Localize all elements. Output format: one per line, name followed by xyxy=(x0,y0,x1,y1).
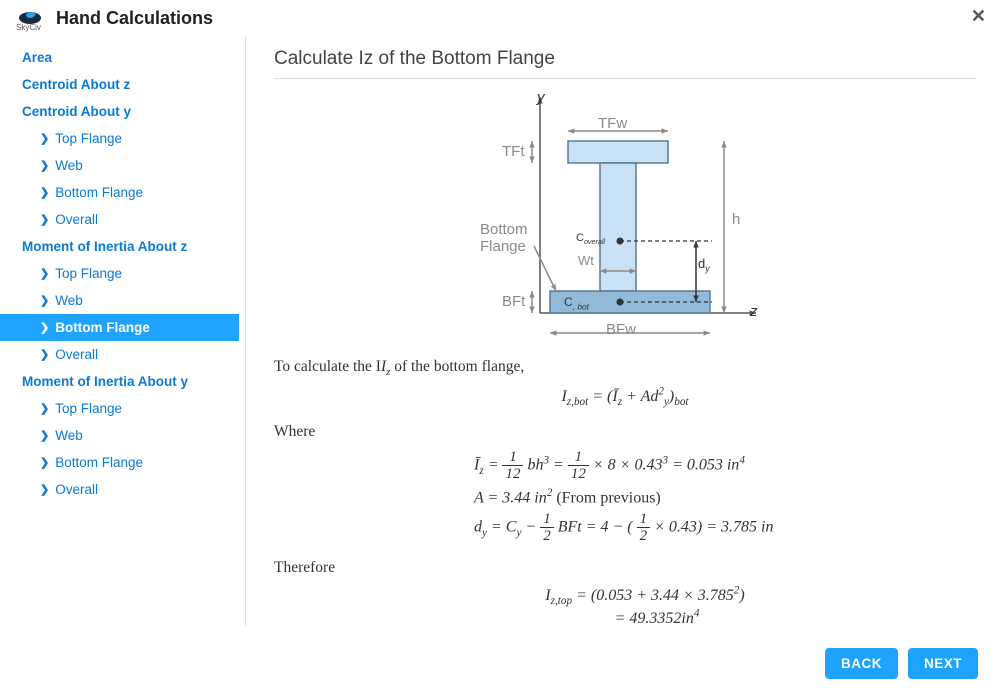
footer-buttons: BACK NEXT xyxy=(825,648,978,679)
logo: SkyCiv xyxy=(12,6,48,30)
sidebar-item-label: Overall xyxy=(55,212,98,227)
equation-dy: dy = Cy − 12 BFt = 4 − ( 12 × 0.43) = 3.… xyxy=(474,511,976,545)
chevron-right-icon: ❯ xyxy=(40,456,49,469)
chevron-right-icon: ❯ xyxy=(40,483,49,496)
sidebar-item[interactable]: ❯ Overall xyxy=(18,206,245,233)
sidebar-item[interactable]: ❯ Top Flange xyxy=(18,125,245,152)
therefore-label: Therefore xyxy=(274,559,976,577)
sidebar: AreaCentroid About zCentroid About y ❯ Top… xyxy=(0,36,246,626)
equation-final: Iz,top = (0.053 + 3.44 × 3.7852) = 49.33… xyxy=(314,585,976,628)
sidebar-item-label: Web xyxy=(55,428,83,443)
dialog-title: Hand Calculations xyxy=(56,8,213,29)
equation-ibar: Īz = 112 bh3 = 112 × 8 × 0.433 = 0.053 i… xyxy=(474,449,976,483)
content-panel: Calculate Iz of the Bottom Flange y z TF… xyxy=(246,36,1000,636)
dialog-header: SkyCiv Hand Calculations ✕ xyxy=(0,0,1000,36)
tft-label: TFt xyxy=(502,143,525,160)
diagram-container: y z TFw TFt h Bottom Flange Wt BFt BFw C… xyxy=(274,91,976,344)
bft-label: BFt xyxy=(502,293,525,310)
sidebar-item[interactable]: ❯ Web xyxy=(18,422,245,449)
sidebar-item-label: Web xyxy=(55,293,83,308)
bottom-flange-label-1: Bottom xyxy=(480,221,528,238)
content-title: Calculate Iz of the Bottom Flange xyxy=(274,48,976,79)
main-area: AreaCentroid About zCentroid About y ❯ Top… xyxy=(0,36,1000,636)
sidebar-item[interactable]: ❯ Web xyxy=(18,152,245,179)
sidebar-item[interactable]: ❯ Bottom Flange xyxy=(18,449,245,476)
chevron-right-icon: ❯ xyxy=(40,159,49,172)
chevron-right-icon: ❯ xyxy=(40,186,49,199)
equation-main: Iz,bot = (Īz + Ad2y)bot xyxy=(274,386,976,409)
sidebar-section[interactable]: Moment of Inertia About y xyxy=(18,368,245,395)
sidebar-item[interactable]: ❯ Top Flange xyxy=(18,395,245,422)
equation-a: A = 3.44 in2 (From previous) xyxy=(474,487,976,507)
sidebar-item-label: Top Flange xyxy=(55,131,122,146)
axis-y-label: y xyxy=(537,89,545,106)
sidebar-item[interactable]: ❯ Bottom Flange xyxy=(18,179,245,206)
chevron-right-icon: ❯ xyxy=(40,348,49,361)
sidebar-item-label: Top Flange xyxy=(55,266,122,281)
chevron-right-icon: ❯ xyxy=(40,132,49,145)
sidebar-section[interactable]: Moment of Inertia About z xyxy=(18,233,245,260)
sidebar-item-label: Bottom Flange xyxy=(55,455,143,470)
bfw-label: BFw xyxy=(606,321,636,338)
wt-label: Wt xyxy=(578,253,594,268)
where-label: Where xyxy=(274,423,976,441)
sidebar-item-label: Bottom Flange xyxy=(55,185,143,200)
dy-label: dy xyxy=(698,256,710,274)
sidebar-section[interactable]: Centroid About y xyxy=(18,98,245,125)
logo-text: SkyCiv xyxy=(16,23,41,32)
sidebar-item[interactable]: ❯ Overall xyxy=(18,476,245,503)
close-icon[interactable]: ✕ xyxy=(971,6,986,27)
sidebar-section[interactable]: Centroid About z xyxy=(18,71,245,98)
sidebar-item-label: Overall xyxy=(55,482,98,497)
next-button[interactable]: NEXT xyxy=(908,648,978,679)
chevron-right-icon: ❯ xyxy=(40,294,49,307)
chevron-right-icon: ❯ xyxy=(40,267,49,280)
sidebar-item-label: Overall xyxy=(55,347,98,362)
cbot-label: C, bot xyxy=(564,295,589,311)
coverall-label: Coverall xyxy=(576,232,605,246)
ibeam-diagram: y z TFw TFt h Bottom Flange Wt BFt BFw C… xyxy=(480,91,770,341)
bottom-flange-label-2: Flange xyxy=(480,238,526,255)
sidebar-item[interactable]: ❯ Overall xyxy=(18,341,245,368)
intro-text: To calculate the IIz of the bottom flang… xyxy=(274,358,976,378)
sidebar-item-label: Top Flange xyxy=(55,401,122,416)
back-button[interactable]: BACK xyxy=(825,648,898,679)
chevron-right-icon: ❯ xyxy=(40,429,49,442)
sidebar-item[interactable]: ❯ Top Flange xyxy=(18,260,245,287)
chevron-right-icon: ❯ xyxy=(40,402,49,415)
sidebar-item[interactable]: ❯ Web xyxy=(18,287,245,314)
chevron-right-icon: ❯ xyxy=(40,321,49,334)
sidebar-item-label: Bottom Flange xyxy=(55,320,150,335)
sidebar-section[interactable]: Area xyxy=(18,44,245,71)
tfw-label: TFw xyxy=(598,115,627,132)
sidebar-item[interactable]: ❯ Bottom Flange xyxy=(0,314,239,341)
chevron-right-icon: ❯ xyxy=(40,213,49,226)
axis-z-label: z xyxy=(750,303,758,320)
h-label: h xyxy=(732,211,740,228)
sidebar-item-label: Web xyxy=(55,158,83,173)
